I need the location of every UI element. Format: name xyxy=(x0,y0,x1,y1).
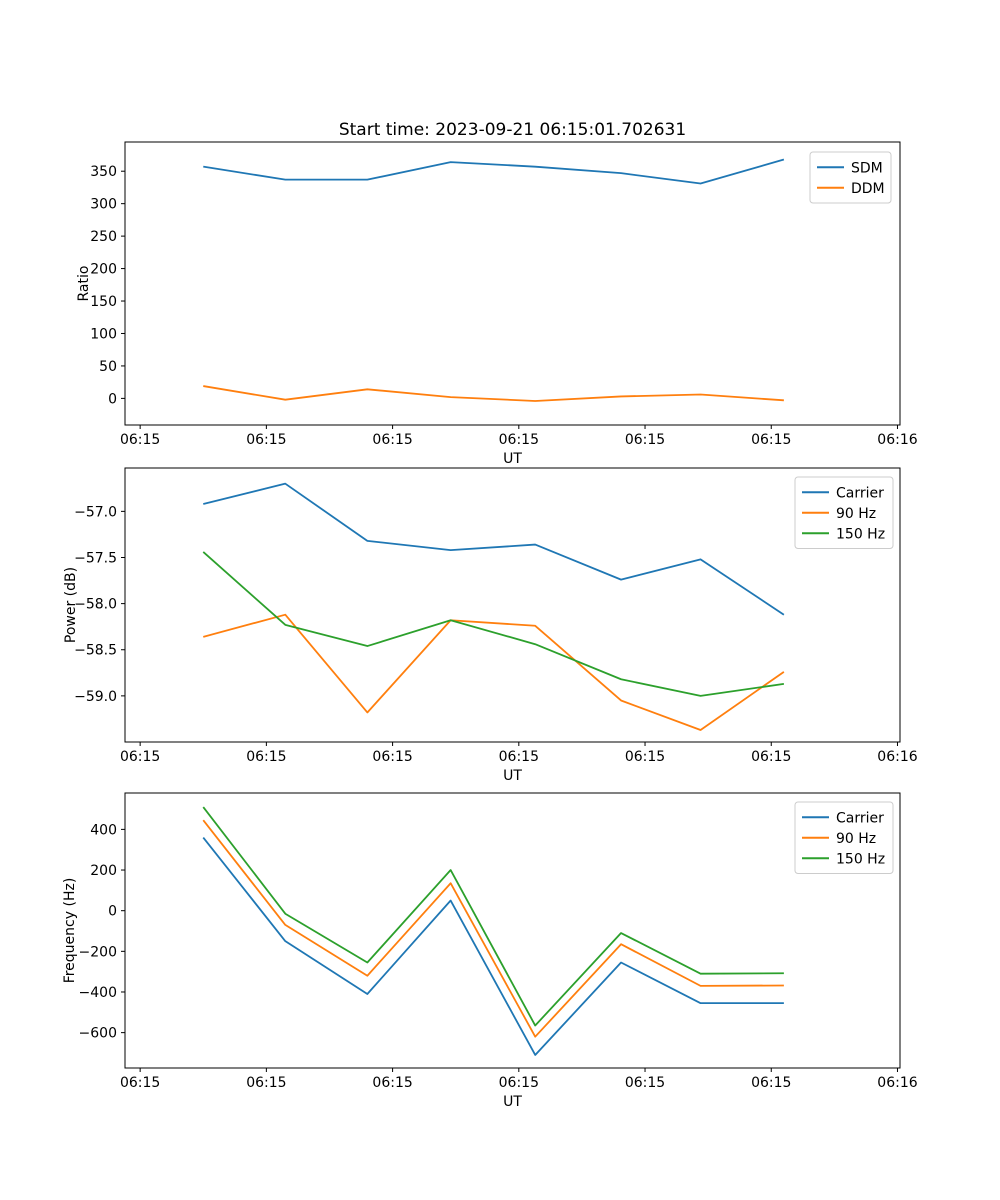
y-tick-label: 400 xyxy=(90,822,117,838)
x-tick-label: 06:16 xyxy=(877,749,917,765)
y-tick-label: 250 xyxy=(90,229,117,245)
figure-title: Start time: 2023-09-21 06:15:01.702631 xyxy=(338,120,687,140)
legend-box xyxy=(794,476,894,549)
x-tick-label: 06:15 xyxy=(372,1075,412,1091)
legend-label-sdm: SDM xyxy=(851,160,883,176)
x-tick-label: 06:16 xyxy=(877,1075,917,1091)
x-axis-label: UT xyxy=(503,1094,522,1110)
legend-label-150-hz: 150 Hz xyxy=(836,851,885,867)
series-line-carrier xyxy=(202,836,784,1056)
y-tick-label: 350 xyxy=(90,164,117,180)
x-tick-label: 06:15 xyxy=(499,432,539,448)
x-tick-label: 06:15 xyxy=(120,1075,160,1091)
y-tick-label: −600 xyxy=(79,1026,117,1042)
x-tick-label: 06:15 xyxy=(120,432,160,448)
y-tick-label: 0 xyxy=(108,391,117,407)
series-line-90-hz xyxy=(202,819,784,1038)
x-tick-label: 06:15 xyxy=(625,1075,665,1091)
series-line-150-hz xyxy=(202,551,785,697)
y-tick-label: −57.0 xyxy=(74,504,117,520)
x-tick-label: 06:15 xyxy=(499,749,539,765)
x-tick-label: 06:15 xyxy=(625,432,665,448)
y-tick-label: 200 xyxy=(90,262,117,278)
series-line-150-hz xyxy=(202,806,784,1027)
y-tick-label: 300 xyxy=(90,197,117,213)
x-tick-label: 06:15 xyxy=(499,1075,539,1091)
x-tick-label: 06:15 xyxy=(246,749,286,765)
y-tick-label: −200 xyxy=(79,944,117,960)
x-tick-label: 06:15 xyxy=(625,749,665,765)
x-axis-label: UT xyxy=(503,451,522,467)
x-tick-label: 06:15 xyxy=(751,1075,791,1091)
y-tick-label: −59.0 xyxy=(74,689,117,705)
y-tick-label: 200 xyxy=(90,863,117,879)
x-tick-label: 06:15 xyxy=(372,432,412,448)
axes-frame xyxy=(124,467,901,743)
legend-label-150-hz: 150 Hz xyxy=(836,526,885,542)
legend-label-90-hz: 90 Hz xyxy=(836,831,876,847)
y-tick-label: −58.5 xyxy=(74,643,117,659)
y-tick-label: 100 xyxy=(90,326,117,342)
x-tick-label: 06:16 xyxy=(877,432,917,448)
x-tick-label: 06:15 xyxy=(246,1075,286,1091)
axes-frame xyxy=(124,792,901,1069)
series-line-ddm xyxy=(203,385,784,402)
axes-frame xyxy=(124,141,901,426)
series-line-carrier xyxy=(203,482,785,616)
legend-label-carrier: Carrier xyxy=(836,810,884,826)
legend-label-ddm: DDM xyxy=(851,181,885,197)
legend-label-90-hz: 90 Hz xyxy=(836,506,876,522)
legend-box xyxy=(794,801,894,874)
x-axis-label: UT xyxy=(503,768,522,784)
y-tick-label: 0 xyxy=(108,904,117,920)
x-tick-label: 06:15 xyxy=(751,749,791,765)
y-tick-label: −57.5 xyxy=(74,550,117,566)
x-tick-label: 06:15 xyxy=(751,432,791,448)
y-axis-label: Frequency (Hz) xyxy=(62,878,78,984)
series-line-sdm xyxy=(203,158,785,185)
y-tick-label: 150 xyxy=(90,294,117,310)
series-line-90-hz xyxy=(203,613,785,731)
x-tick-label: 06:15 xyxy=(372,749,412,765)
y-tick-label: −58.0 xyxy=(74,597,117,613)
x-tick-label: 06:15 xyxy=(120,749,160,765)
legend-label-carrier: Carrier xyxy=(836,485,884,501)
y-tick-label: 50 xyxy=(99,359,117,375)
y-axis-label: Power (dB) xyxy=(63,567,79,643)
legend-box xyxy=(809,151,892,204)
y-tick-label: −400 xyxy=(79,985,117,1001)
x-tick-label: 06:15 xyxy=(246,432,286,448)
y-axis-label: Ratio xyxy=(76,266,92,302)
